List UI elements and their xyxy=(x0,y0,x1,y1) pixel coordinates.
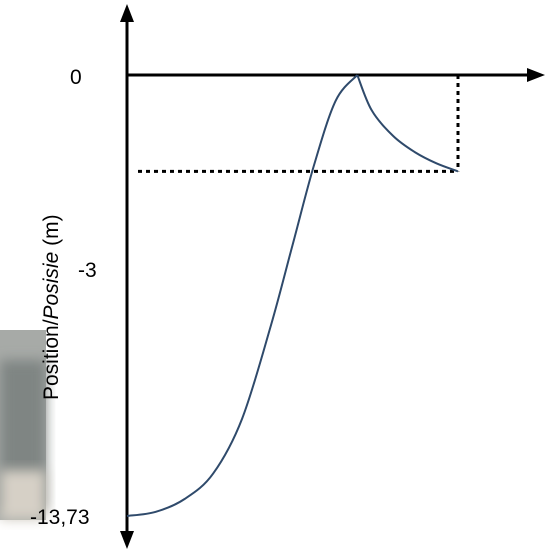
x-axis-right-arrow xyxy=(527,68,545,82)
guide-lines xyxy=(138,75,460,173)
series-line-rebound xyxy=(356,74,459,173)
y-tick-label-minus-13-73: -13,73 xyxy=(30,506,90,529)
y-axis xyxy=(120,4,134,549)
background-photo-fragment xyxy=(0,330,46,520)
y-axis-down-arrow xyxy=(120,531,134,549)
y-tick-label-minus-3: -3 xyxy=(78,259,97,282)
x-axis xyxy=(127,68,545,82)
y-tick-labels: 0 -3 -13,73 xyxy=(30,66,97,529)
y-axis-title: Position/Posisie (m) xyxy=(40,214,63,400)
y-axis-up-arrow xyxy=(120,4,134,22)
series-group xyxy=(126,74,459,517)
y-tick-label-0: 0 xyxy=(70,66,82,89)
series-line-descent xyxy=(126,74,359,517)
